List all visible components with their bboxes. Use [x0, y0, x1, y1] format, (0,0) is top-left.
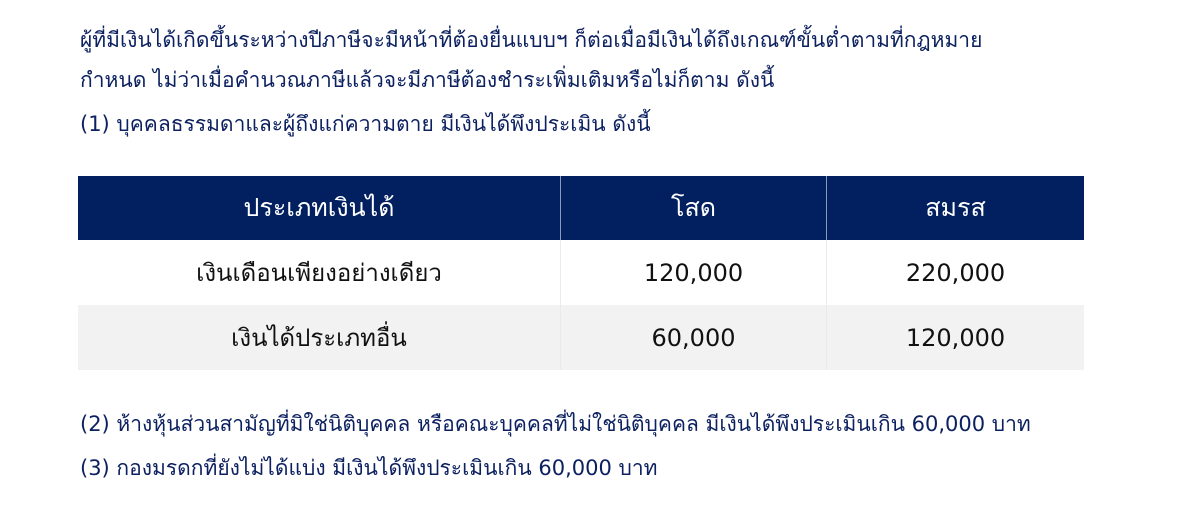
table-row: เงินเดือนเพียงอย่างเดียว 120,000 220,000 — [78, 240, 1084, 305]
income-threshold-table: ประเภทเงินได้ โสด สมรส เงินเดือนเพียงอย่… — [78, 176, 1084, 370]
item-2-text: (2) ห้างหุ้นส่วนสามัญที่มิใช่นิติบุคคล ห… — [80, 412, 1031, 436]
cell-income-type: เงินเดือนเพียงอย่างเดียว — [196, 259, 442, 287]
cell-single: 60,000 — [560, 305, 827, 370]
item-1-text: (1) บุคคลธรรมดาและผู้ถึงแก่ความตาย มีเงิ… — [80, 112, 651, 136]
header-single: โสด — [560, 176, 827, 240]
intro-paragraph-line-2: กำหนด ไม่ว่าเมื่อคำนวณภาษีแล้วจะมีภาษีต้… — [80, 68, 775, 92]
intro-paragraph-line-1: ผู้ที่มีเงินได้เกิดขึ้นระหว่างปีภาษีจะมี… — [80, 28, 983, 52]
cell-single: 120,000 — [560, 240, 827, 305]
cell-income-type: เงินได้ประเภทอื่น — [78, 305, 561, 370]
table-row: เงินได้ประเภทอื่น 60,000 120,000 — [78, 305, 1084, 370]
table-header-row: ประเภทเงินได้ โสด สมรส — [78, 176, 1084, 240]
cell-married: 220,000 — [826, 240, 1084, 305]
header-income-type: ประเภทเงินได้ — [78, 176, 561, 240]
cell-married: 120,000 — [826, 305, 1084, 370]
header-married: สมรส — [826, 176, 1084, 240]
item-3-text: (3) กองมรดกที่ยังไม่ได้แบ่ง มีเงินได้พึง… — [80, 456, 658, 480]
